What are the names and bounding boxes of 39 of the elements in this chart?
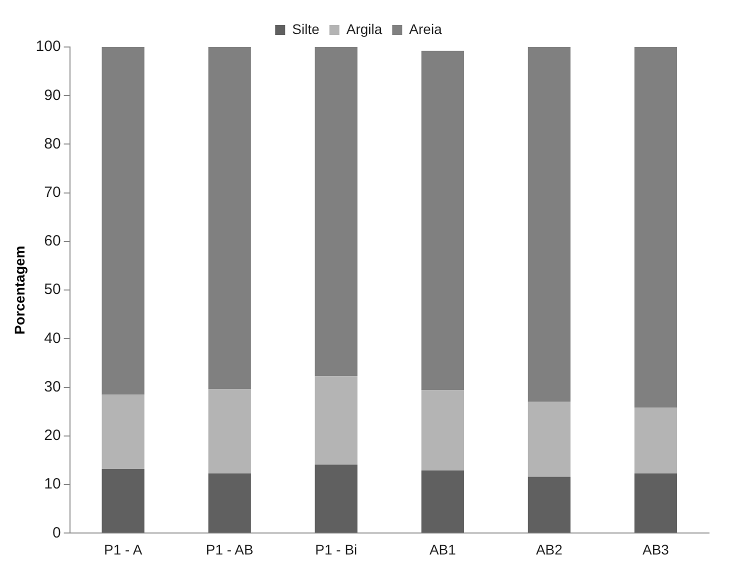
legend-label: Areia (409, 20, 442, 37)
bar (102, 47, 144, 395)
bar (314, 464, 358, 533)
y-tick-label: 20 (44, 427, 61, 444)
bar (314, 376, 358, 465)
bar (314, 47, 358, 376)
y-tick-label: 30 (44, 378, 61, 396)
bar (634, 408, 678, 474)
bar (634, 473, 678, 533)
y-tick-label: 80 (44, 135, 61, 152)
x-tick-label: P1 - AB (206, 541, 254, 558)
x-tick-label: AB2 (536, 541, 563, 558)
y-tick-label: 10 (44, 476, 61, 493)
bar (421, 470, 464, 533)
bar (208, 47, 251, 390)
y-tick-label: 40 (44, 330, 61, 347)
bar (102, 469, 144, 533)
y-tick-label: 60 (44, 232, 61, 250)
bar (208, 473, 251, 533)
legend-label: Silte (292, 20, 320, 37)
y-tick-label: 100 (36, 38, 61, 56)
y-tick-label: 50 (44, 281, 61, 298)
bar (528, 47, 571, 402)
bar (528, 402, 571, 477)
bar (208, 389, 251, 474)
x-tick-label: AB1 (429, 541, 456, 558)
y-tick-label: 0 (52, 524, 61, 542)
legend-label: Argila (346, 20, 382, 37)
bar (421, 50, 464, 390)
y-tick-label: 90 (44, 86, 61, 104)
x-tick-label: P1 - A (104, 541, 143, 558)
y-tick-label: 70 (44, 184, 61, 201)
x-tick-label: P1 - Bi (315, 541, 358, 558)
bar (102, 394, 144, 470)
x-tick-label: AB3 (642, 541, 670, 558)
bar (421, 390, 464, 470)
y-axis-title: Porcentagem (11, 246, 28, 334)
bar (634, 47, 678, 408)
bar (528, 476, 571, 533)
